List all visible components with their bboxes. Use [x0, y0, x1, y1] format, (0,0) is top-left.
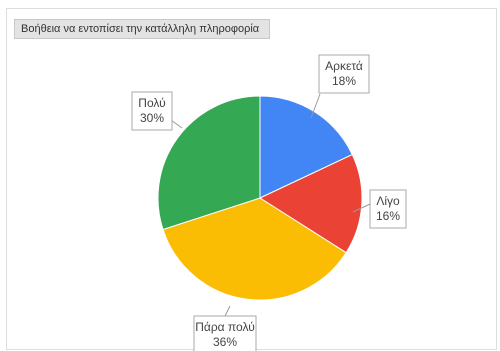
pie-slice-2	[258, 153, 363, 254]
slice-percent-1: 18%	[332, 74, 356, 88]
slice-percent-4: 30%	[140, 111, 164, 125]
pie-slice-3	[162, 197, 347, 301]
callout-box-2	[369, 189, 407, 229]
callout-box-3	[193, 315, 257, 351]
slice-label-3: Πάρα πολύ	[195, 320, 255, 334]
pie-slice-1	[259, 95, 353, 199]
slice-label-2: Λίγο	[376, 194, 400, 208]
slice-label-4: Πολύ	[138, 96, 165, 110]
callout-leader-2	[352, 203, 371, 213]
callout-leader-4	[170, 119, 183, 129]
slice-percent-3: 36%	[213, 335, 237, 349]
callout-box-1	[318, 54, 370, 94]
chart-title: Βοήθεια να εντοπίσει την κατάλληλη πληρο…	[14, 19, 271, 39]
callout-box-4	[131, 91, 173, 131]
pie-slices	[157, 95, 363, 301]
callout-leader-1	[310, 93, 321, 119]
slice-label-1: Αρκετά	[325, 59, 363, 73]
slice-percent-2: 16%	[376, 209, 400, 223]
pie-slice-4	[157, 95, 261, 231]
callout-leader-3	[224, 305, 231, 317]
